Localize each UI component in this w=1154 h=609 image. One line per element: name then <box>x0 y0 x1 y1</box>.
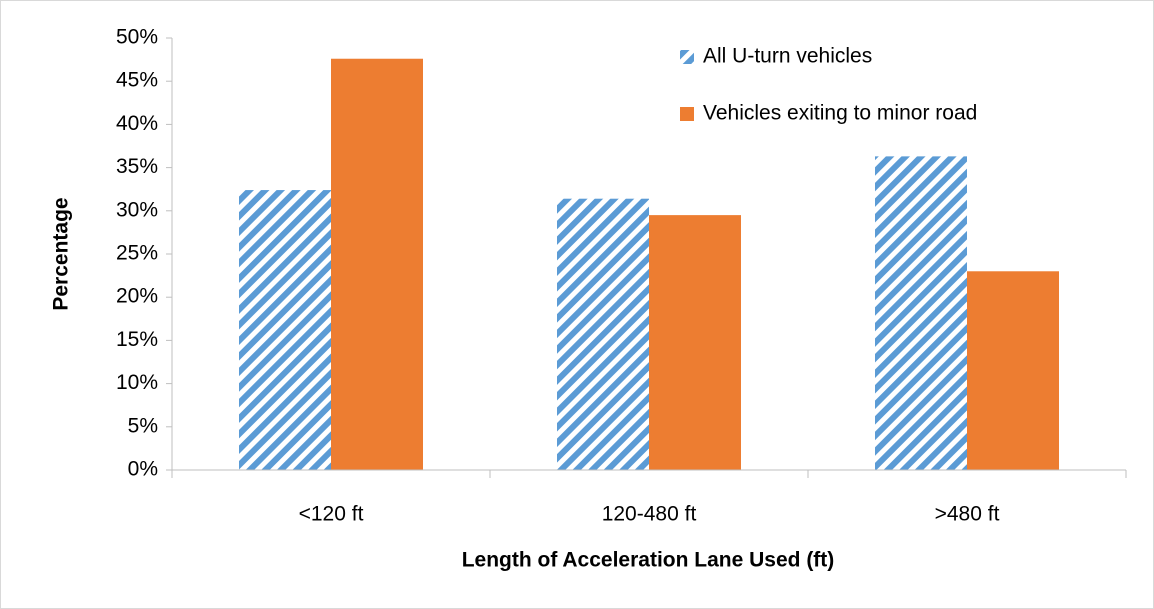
y-tick-label: 15% <box>116 328 158 351</box>
y-tick-label: 10% <box>116 371 158 394</box>
legend-label: All U-turn vehicles <box>703 45 872 68</box>
y-tick-label: 5% <box>128 414 158 437</box>
legend-label: Vehicles exiting to minor road <box>703 102 977 125</box>
x-tick-label: 120-480 ft <box>602 503 697 526</box>
legend-swatch <box>680 50 694 64</box>
x-axis-title: Length of Acceleration Lane Used (ft) <box>462 549 835 572</box>
y-tick-label: 0% <box>128 458 158 481</box>
y-tick-label: 45% <box>116 69 158 92</box>
y-tick-label: 40% <box>116 112 158 135</box>
y-tick-label: 35% <box>116 155 158 178</box>
y-tick-label: 20% <box>116 285 158 308</box>
bar <box>557 198 649 471</box>
x-tick-label: >480 ft <box>935 503 1000 526</box>
bar <box>331 58 423 471</box>
bar <box>875 156 967 471</box>
y-tick-label: 50% <box>116 26 158 49</box>
x-tick-label: <120 ft <box>299 503 364 526</box>
bar <box>239 190 331 470</box>
y-tick-label: 25% <box>116 242 158 265</box>
y-axis-title: Percentage <box>50 197 73 310</box>
bar <box>649 215 741 470</box>
bar <box>967 271 1059 470</box>
y-tick-label: 30% <box>116 198 158 221</box>
legend-swatch <box>680 107 694 121</box>
